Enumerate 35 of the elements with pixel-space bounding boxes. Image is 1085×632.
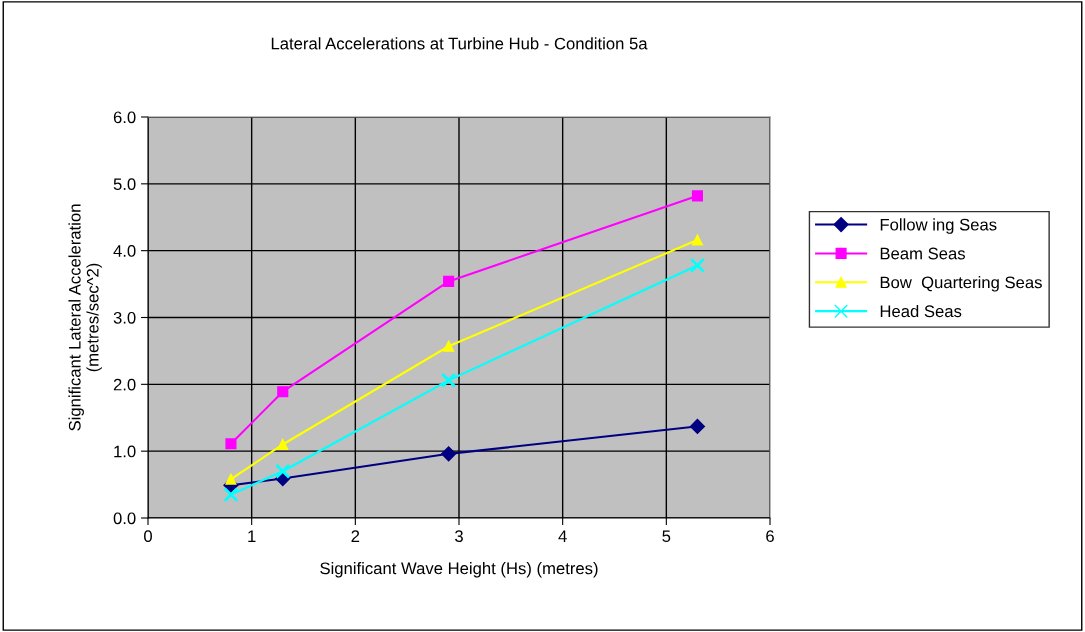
chart-title: Lateral Accelerations at Turbine Hub - Condition 5a xyxy=(271,37,648,50)
point xyxy=(277,386,289,398)
point xyxy=(691,234,703,246)
point xyxy=(223,486,239,503)
point xyxy=(275,463,291,479)
x-tick-label: 6 xyxy=(766,530,774,543)
point xyxy=(225,438,237,450)
point xyxy=(277,438,289,451)
point xyxy=(443,275,455,287)
y-tick-label: 3.0 xyxy=(113,311,136,324)
y-axis-title: Significant Lateral Acceleration (metres/sec^2) xyxy=(68,204,102,431)
legend-label: Head Seas xyxy=(880,304,962,318)
x-tick-label: 2 xyxy=(351,530,360,542)
legend-label: Follow ing Seas xyxy=(880,218,997,234)
y-tick-label: 5.0 xyxy=(113,178,136,191)
point xyxy=(225,473,237,485)
x-tick-label: 4 xyxy=(558,530,567,542)
y-tick-label: 0.0 xyxy=(113,512,136,525)
point xyxy=(691,190,703,202)
y-tick-label: 1.0 xyxy=(114,445,136,458)
x-tick-label: 5 xyxy=(662,530,671,543)
legend-label: Bow Quartering Seas xyxy=(880,276,1042,292)
x-tick-label: 1 xyxy=(248,530,256,542)
legend-label: Beam Seas xyxy=(880,247,965,260)
x-tick-label: 3 xyxy=(455,530,463,543)
point xyxy=(441,446,457,462)
point xyxy=(443,340,455,352)
point xyxy=(689,418,706,435)
x-tick-label: 0 xyxy=(144,530,152,543)
point xyxy=(689,257,706,274)
y-tick-label: 4.0 xyxy=(113,245,136,257)
x-axis-title: Significant Wave Height (Hs) (metres) xyxy=(320,562,598,578)
y-tick-label: 6.0 xyxy=(113,111,136,124)
y-tick-label: 2.0 xyxy=(113,378,136,391)
point xyxy=(440,372,457,388)
